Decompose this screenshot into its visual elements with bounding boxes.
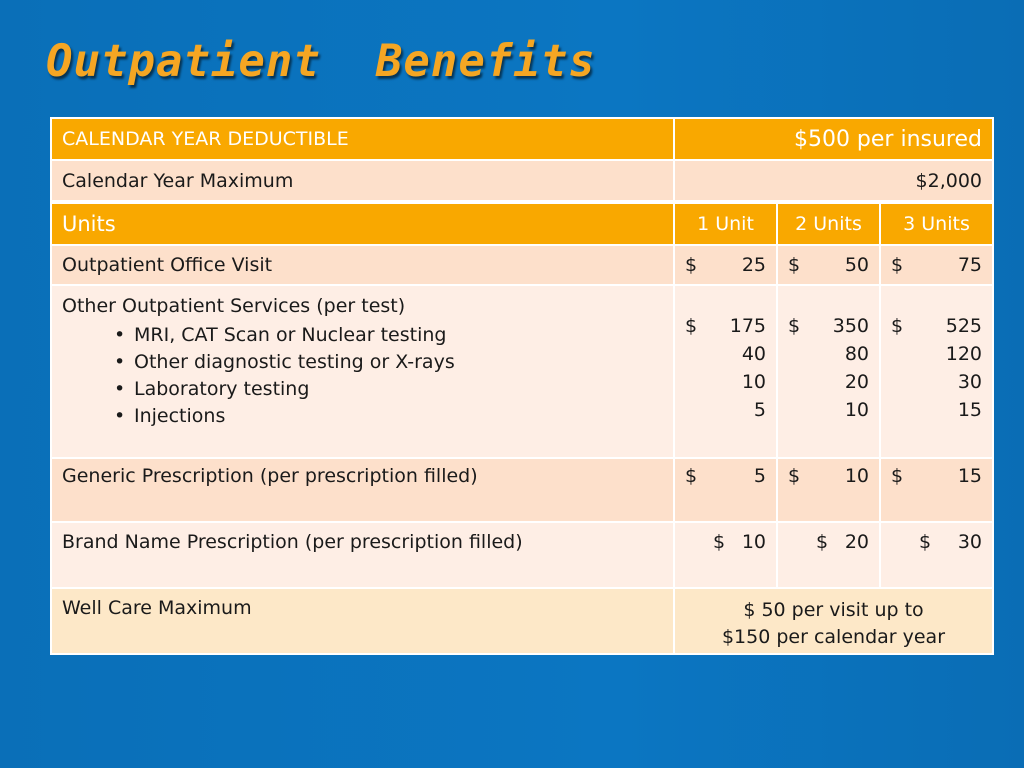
- list-item: Other diagnostic testing or X-rays: [114, 349, 663, 376]
- other-services-col3-value: 120: [945, 343, 982, 365]
- office-visit-col1: 25: [741, 254, 766, 276]
- maximum-row: Calendar Year Maximum $2,000: [50, 159, 994, 202]
- other-services-col2-value: 20: [844, 371, 869, 393]
- currency-symbol: $: [685, 254, 698, 276]
- currency-symbol: $: [816, 531, 829, 553]
- generic-rx-col3: 15: [957, 465, 982, 487]
- generic-rx-row: Generic Prescription (per prescription f…: [50, 457, 994, 523]
- deductible-value: $500 per insured: [673, 117, 994, 161]
- benefits-table: Units 1 Unit 2 Units 3 Units Outpatient …: [50, 202, 994, 655]
- generic-rx-label: Generic Prescription (per prescription f…: [50, 457, 675, 523]
- other-services-col2-value: 10: [844, 399, 869, 421]
- other-services-list: MRI, CAT Scan or Nuclear testing Other d…: [62, 322, 663, 430]
- office-visit-col3: 75: [957, 254, 982, 276]
- brand-rx-col1: 10: [741, 531, 766, 553]
- currency-symbol: $: [788, 465, 801, 487]
- well-care-line2: $150 per calendar year: [721, 626, 946, 648]
- office-visit-row: Outpatient Office Visit $25 $50 $75: [50, 244, 994, 286]
- units-header-col3: 3 Units: [879, 202, 994, 246]
- units-header-row: Units 1 Unit 2 Units 3 Units: [50, 202, 994, 246]
- other-services-label: Other Outpatient Services (per test): [62, 295, 406, 317]
- other-services-row: Other Outpatient Services (per test) MRI…: [50, 284, 994, 459]
- other-services-col3-value: 525: [945, 315, 982, 337]
- currency-symbol: $: [788, 315, 801, 337]
- deductible-label: CALENDAR YEAR DEDUCTIBLE: [50, 117, 675, 161]
- maximum-label: Calendar Year Maximum: [50, 159, 675, 202]
- other-services-col3-value: 30: [957, 371, 982, 393]
- other-services-col2-value: 350: [832, 315, 869, 337]
- currency-symbol: $: [919, 531, 932, 553]
- brand-rx-label: Brand Name Prescription (per prescriptio…: [50, 521, 675, 589]
- units-header-label: Units: [50, 202, 675, 246]
- list-item: MRI, CAT Scan or Nuclear testing: [114, 322, 663, 349]
- currency-symbol: $: [685, 315, 698, 337]
- units-header-col2: 2 Units: [776, 202, 881, 246]
- page-title: Outpatient Benefits: [46, 36, 596, 87]
- list-item: Laboratory testing: [114, 376, 663, 403]
- brand-rx-col3: 30: [957, 531, 982, 553]
- currency-symbol: $: [891, 465, 904, 487]
- currency-symbol: $: [891, 254, 904, 276]
- currency-symbol: $: [891, 315, 904, 337]
- deductible-row: CALENDAR YEAR DEDUCTIBLE $500 per insure…: [50, 117, 994, 161]
- brand-rx-col2: 20: [844, 531, 869, 553]
- other-services-col1-value: 40: [741, 343, 766, 365]
- generic-rx-col2: 10: [844, 465, 869, 487]
- well-care-line1: $ 50 per visit up to: [743, 599, 924, 621]
- list-item: Injections: [114, 403, 663, 430]
- other-services-col1-value: 5: [753, 399, 766, 421]
- office-visit-label: Outpatient Office Visit: [50, 244, 675, 286]
- brand-rx-row: Brand Name Prescription (per prescriptio…: [50, 521, 994, 589]
- office-visit-col2: 50: [844, 254, 869, 276]
- generic-rx-col1: 5: [753, 465, 766, 487]
- well-care-label: Well Care Maximum: [50, 587, 675, 655]
- currency-symbol: $: [685, 465, 698, 487]
- other-services-col1-value: 10: [741, 371, 766, 393]
- currency-symbol: $: [713, 531, 726, 553]
- maximum-value: $2,000: [673, 159, 994, 202]
- deductible-table: CALENDAR YEAR DEDUCTIBLE $500 per insure…: [50, 117, 994, 202]
- currency-symbol: $: [788, 254, 801, 276]
- other-services-col1-value: 175: [729, 315, 766, 337]
- well-care-row: Well Care Maximum $ 50 per visit up to $…: [50, 587, 994, 655]
- other-services-col3-value: 15: [957, 399, 982, 421]
- other-services-col2-value: 80: [844, 343, 869, 365]
- units-header-col1: 1 Unit: [673, 202, 778, 246]
